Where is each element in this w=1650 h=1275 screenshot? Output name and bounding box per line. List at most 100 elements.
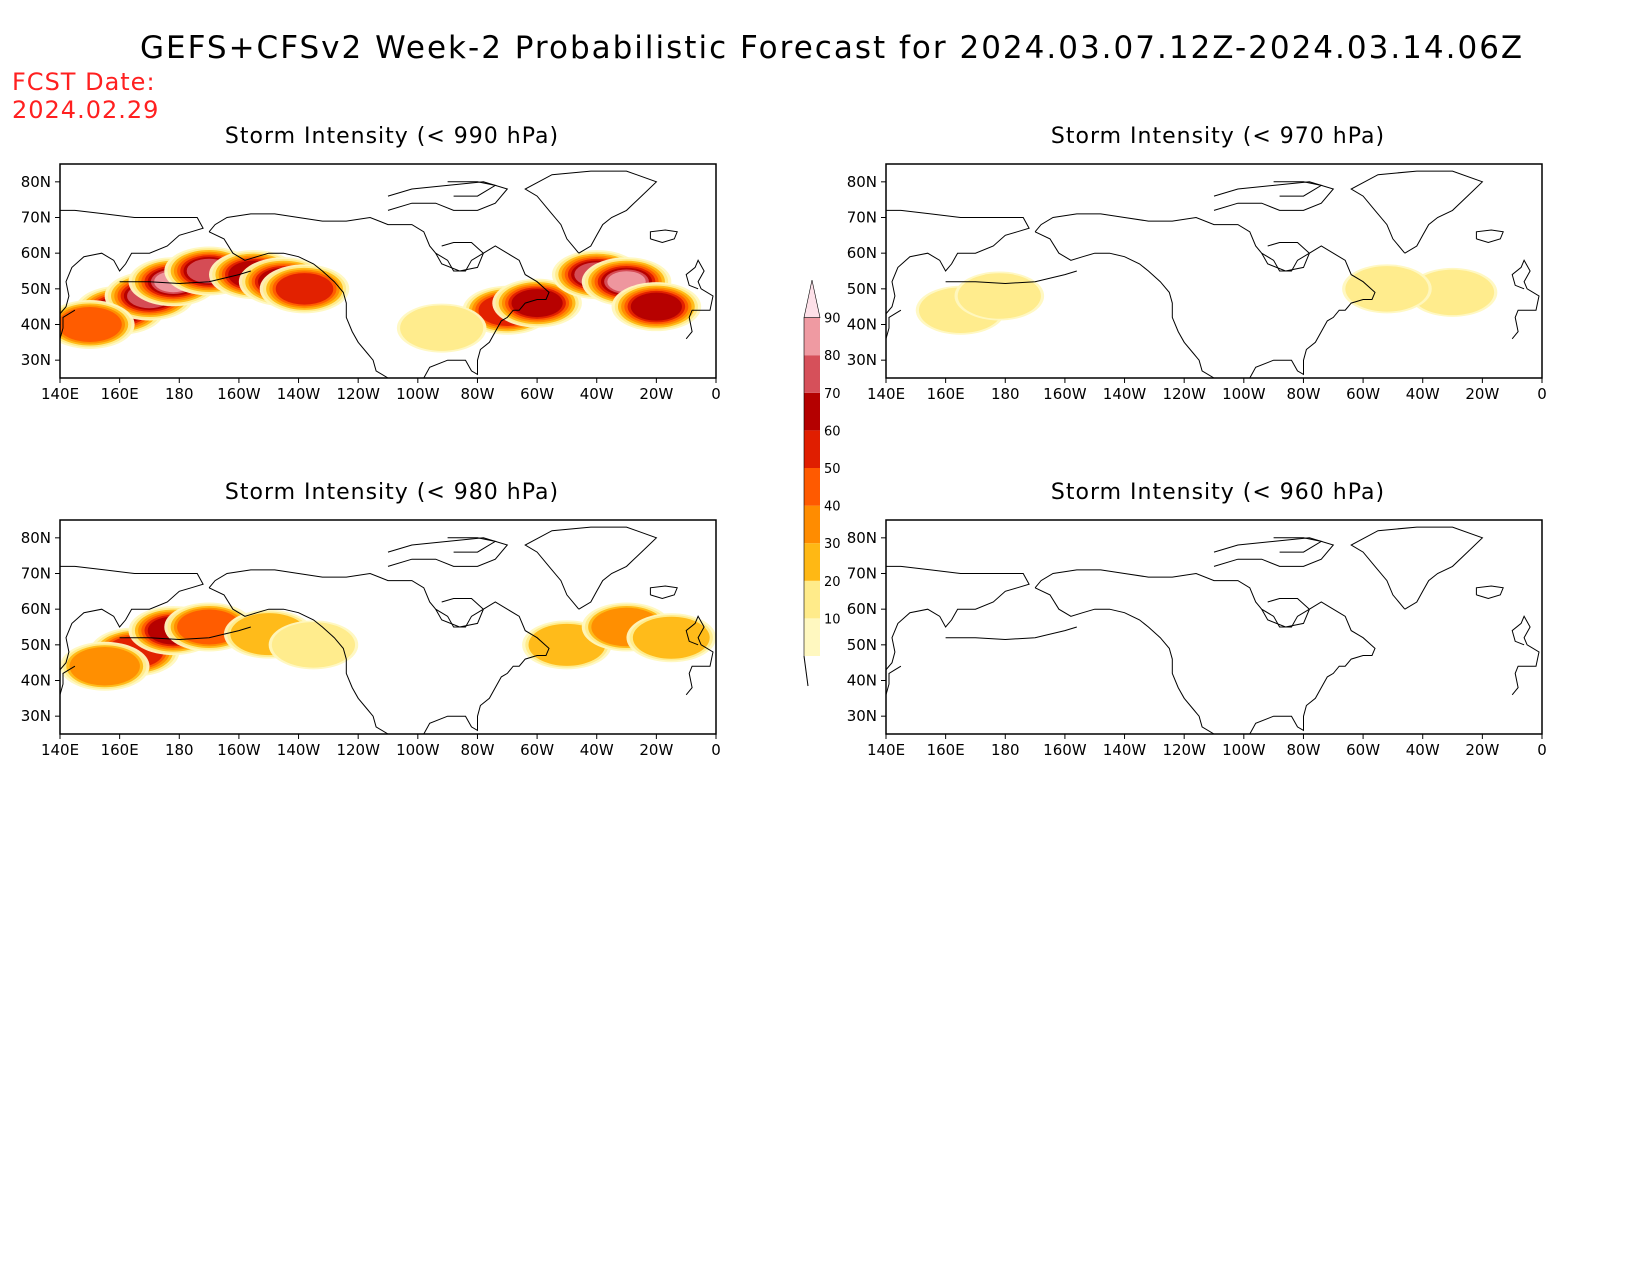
lat-label: 50N (847, 636, 877, 654)
colorbar-segment (804, 580, 820, 619)
lon-label: 40W (580, 385, 614, 403)
panel-title-990: Storm Intensity (< 990 hPa) (224, 124, 560, 149)
probability-contour (1410, 269, 1495, 316)
lat-label: 40N (21, 672, 51, 690)
lat-label: 70N (847, 565, 877, 583)
coastline (649, 229, 678, 244)
colorbar-label: 30 (824, 537, 841, 552)
colorbar-label: 50 (824, 462, 841, 477)
lon-label: 0 (711, 385, 721, 403)
colorbar: 10 20 30 40 50 60 70 80 90 (803, 279, 841, 687)
lat-label: 80N (847, 173, 877, 191)
colorbar-top-triangle (803, 279, 821, 318)
forecast-date-value: 2024.02.29 (12, 96, 160, 124)
probability-contour (275, 273, 334, 305)
lat-label: 30N (21, 351, 51, 369)
map-panel-970: 80N 70N 60N 50N 40N 30N 140E 160E 180 160W 140W 120… (847, 163, 1547, 403)
coastline (1511, 259, 1540, 340)
lon-label: 140W (1103, 741, 1147, 759)
coastline (447, 537, 497, 553)
coastline (1213, 181, 1335, 211)
coastline (1350, 526, 1484, 610)
lon-label: 0 (1537, 741, 1547, 759)
lon-label: 60W (520, 385, 554, 403)
lat-label: 50N (847, 280, 877, 298)
colorbar-label: 60 (824, 424, 841, 439)
lon-label: 100W (1222, 741, 1266, 759)
lon-label: 140E (41, 385, 79, 403)
colorbar-segment (804, 505, 820, 544)
coastline (60, 565, 204, 671)
coastline (886, 309, 902, 339)
lon-label: 20W (1465, 741, 1499, 759)
lat-label: 40N (847, 316, 877, 334)
map-panel-960: 80N 70N 60N 50N 40N 30N 140E 160E 180 160W 140W 120… (847, 519, 1547, 759)
probability-contour (630, 292, 682, 321)
lon-label: 60W (1346, 741, 1380, 759)
lat-label: 40N (847, 672, 877, 690)
probability-region (626, 613, 716, 663)
probability-region (1407, 267, 1498, 317)
lon-label: 40W (1406, 385, 1440, 403)
colorbar-label: 80 (824, 349, 841, 364)
lon-label: 160W (217, 385, 261, 403)
lon-label: 180 (165, 741, 194, 759)
lon-label: 40W (1406, 741, 1440, 759)
lon-label: 160E (101, 741, 139, 759)
probability-region (492, 278, 582, 328)
coastline (1273, 537, 1323, 553)
coastline (945, 626, 1077, 641)
colorbar-segment (804, 317, 820, 356)
lon-label: 100W (1222, 385, 1266, 403)
lon-label: 80W (1286, 385, 1320, 403)
lon-label: 140W (277, 741, 321, 759)
lon-label: 20W (639, 385, 673, 403)
lat-label: 30N (21, 707, 51, 725)
probability-region (1342, 264, 1432, 314)
coastline (1475, 229, 1504, 244)
probability-region (268, 620, 359, 670)
lon-label: 100W (396, 741, 440, 759)
lat-label: 30N (847, 351, 877, 369)
lon-label: 20W (1465, 385, 1499, 403)
map-frame (885, 519, 1543, 735)
coastline (886, 565, 1030, 671)
probability-contour (400, 305, 484, 351)
map-panel-990: 80N 70N 60N 50N 40N 30N 140E 160E 180 160W 140W 120… (21, 163, 721, 403)
lon-label: 140W (1103, 385, 1147, 403)
coastline (60, 665, 76, 695)
lon-label: 160W (1043, 741, 1087, 759)
lon-label: 0 (1537, 385, 1547, 403)
coastline (1034, 569, 1376, 734)
coastline (1034, 213, 1376, 378)
coastline (387, 181, 509, 211)
coastline (119, 270, 251, 285)
lon-label: 160W (1043, 385, 1087, 403)
lon-label: 140W (277, 385, 321, 403)
coastline (447, 181, 497, 197)
colorbar-label: 20 (824, 575, 841, 590)
map-frame (885, 163, 1543, 379)
probability-contour (69, 646, 140, 686)
coastline (685, 615, 714, 696)
colorbar-segment (804, 355, 820, 393)
coastline (1261, 598, 1310, 628)
forecast-date-label: FCST Date: (12, 68, 156, 96)
lat-label: 80N (21, 529, 51, 547)
lon-label: 140E (867, 741, 905, 759)
lat-label: 80N (21, 173, 51, 191)
lon-label: 60W (1346, 385, 1380, 403)
lon-label: 20W (639, 741, 673, 759)
probability-region (396, 303, 487, 353)
colorbar-label: 90 (824, 312, 841, 327)
colorbar-segment (804, 468, 820, 506)
lat-label: 40N (21, 316, 51, 334)
panel-title-960: Storm Intensity (< 960 hPa) (1050, 480, 1386, 505)
lon-label: 160E (101, 385, 139, 403)
probability-region (259, 264, 350, 314)
coastline (886, 665, 902, 695)
panel-title-970: Storm Intensity (< 970 hPa) (1050, 124, 1386, 149)
coastline (1261, 242, 1310, 272)
coastline (945, 270, 1077, 285)
colorbar-tail (803, 655, 809, 687)
